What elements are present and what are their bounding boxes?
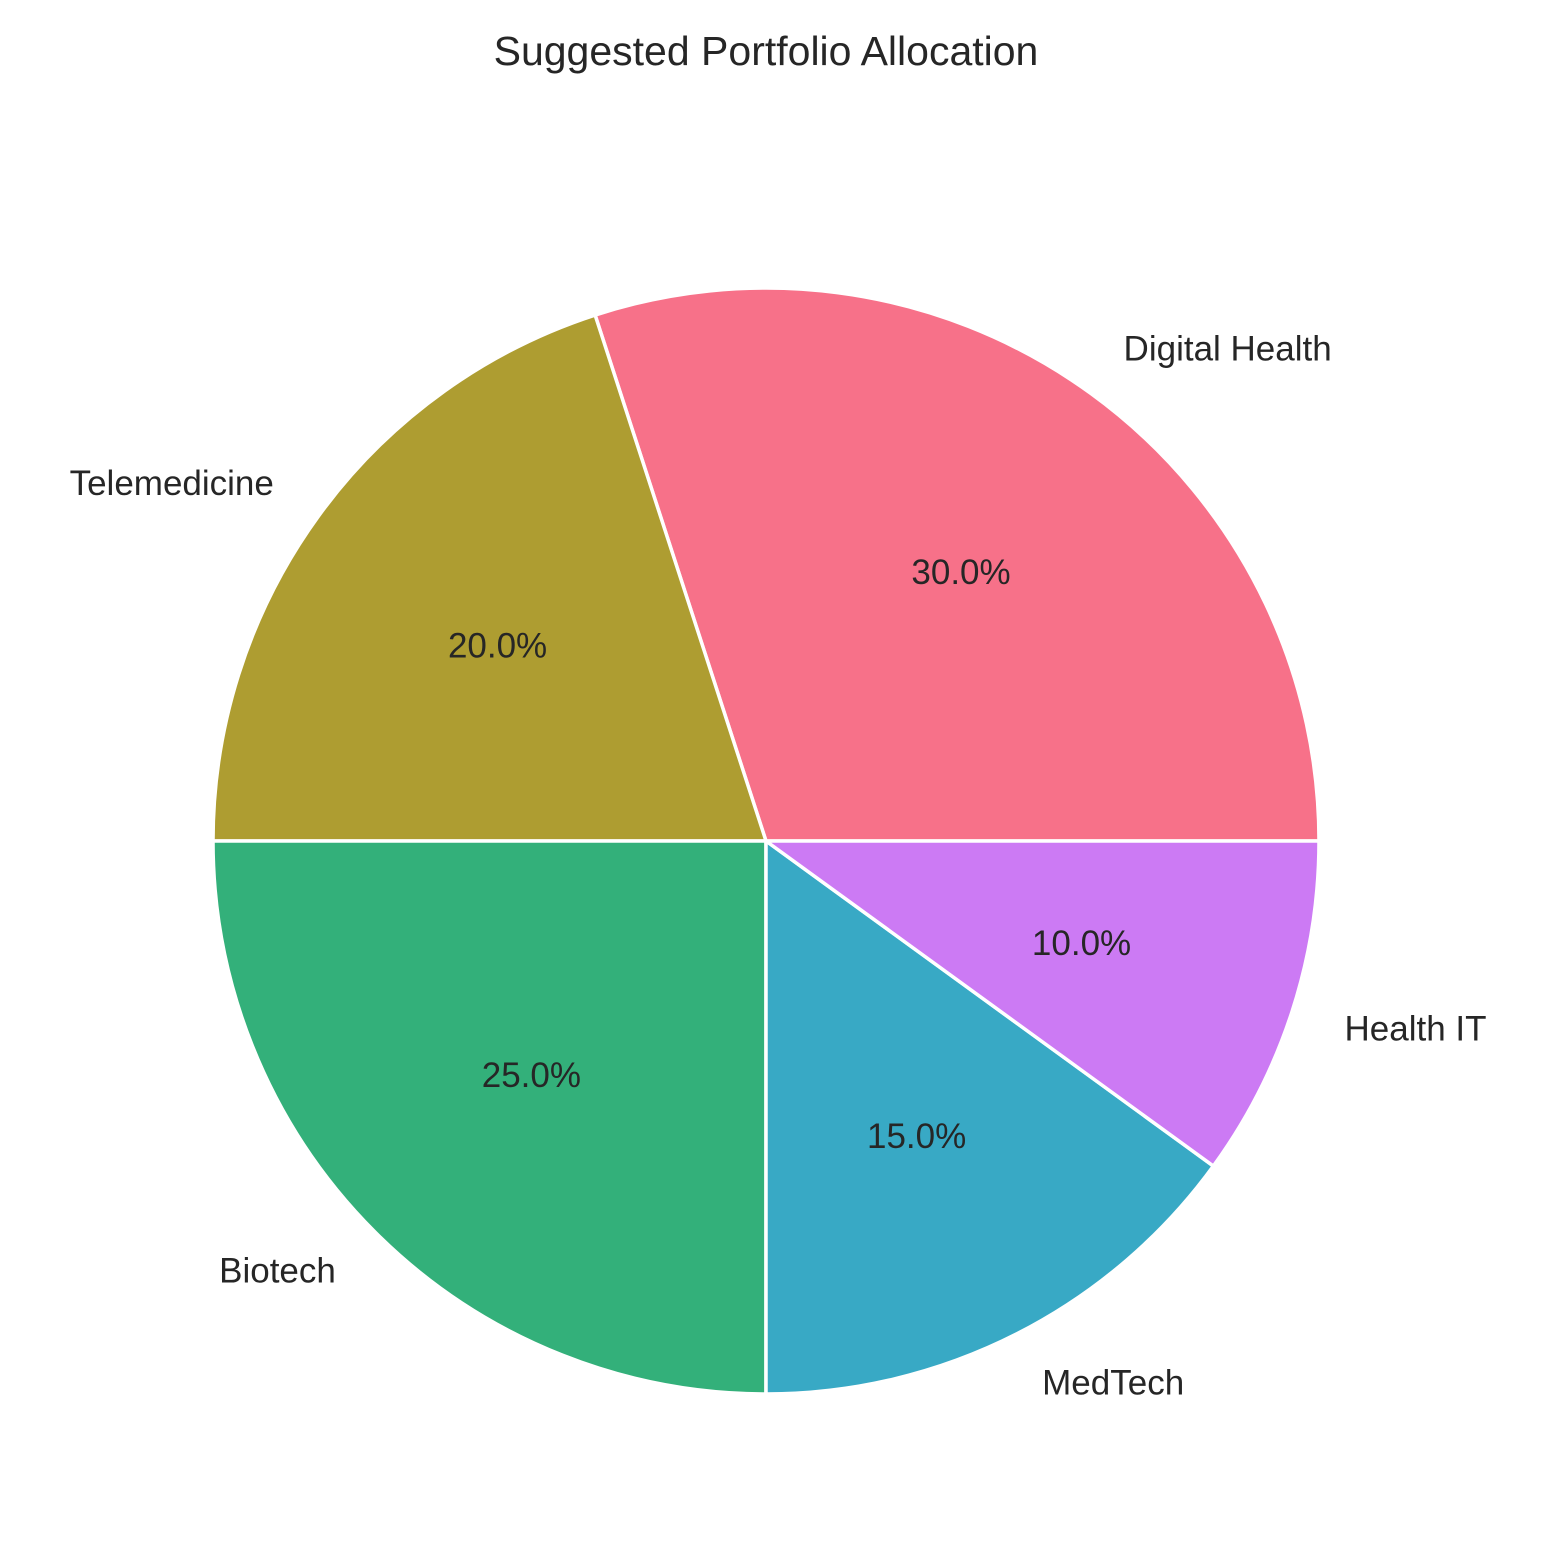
- pie-labels: Digital Health 30.0% Telemedicine 20.0% Biot…: [70, 329, 1487, 1402]
- pct-label-biotech: 25.0%: [482, 1056, 581, 1095]
- chart-title: Suggested Portfolio Allocation: [494, 28, 1039, 74]
- pct-label-digital-health: 30.0%: [911, 553, 1010, 592]
- pie-slice-health-it: [764, 839, 1321, 1168]
- slice-label-health-it: Health IT: [1345, 1009, 1487, 1048]
- slice-label-medtech: MedTech: [1042, 1363, 1184, 1402]
- pie-slice-telemedicine: [211, 313, 768, 843]
- pct-label-health-it: 10.0%: [1032, 924, 1131, 963]
- pie-slices: [211, 286, 1321, 1396]
- slice-label-biotech: Biotech: [219, 1252, 336, 1291]
- pie-slice-biotech: [211, 839, 768, 1396]
- slice-label-telemedicine: Telemedicine: [70, 464, 274, 503]
- pie-slice-medtech: [764, 839, 1216, 1396]
- pie-slice-digital-health: [593, 286, 1321, 843]
- pct-label-medtech: 15.0%: [867, 1117, 966, 1156]
- slice-label-digital-health: Digital Health: [1124, 329, 1332, 368]
- pct-label-telemedicine: 20.0%: [448, 626, 547, 665]
